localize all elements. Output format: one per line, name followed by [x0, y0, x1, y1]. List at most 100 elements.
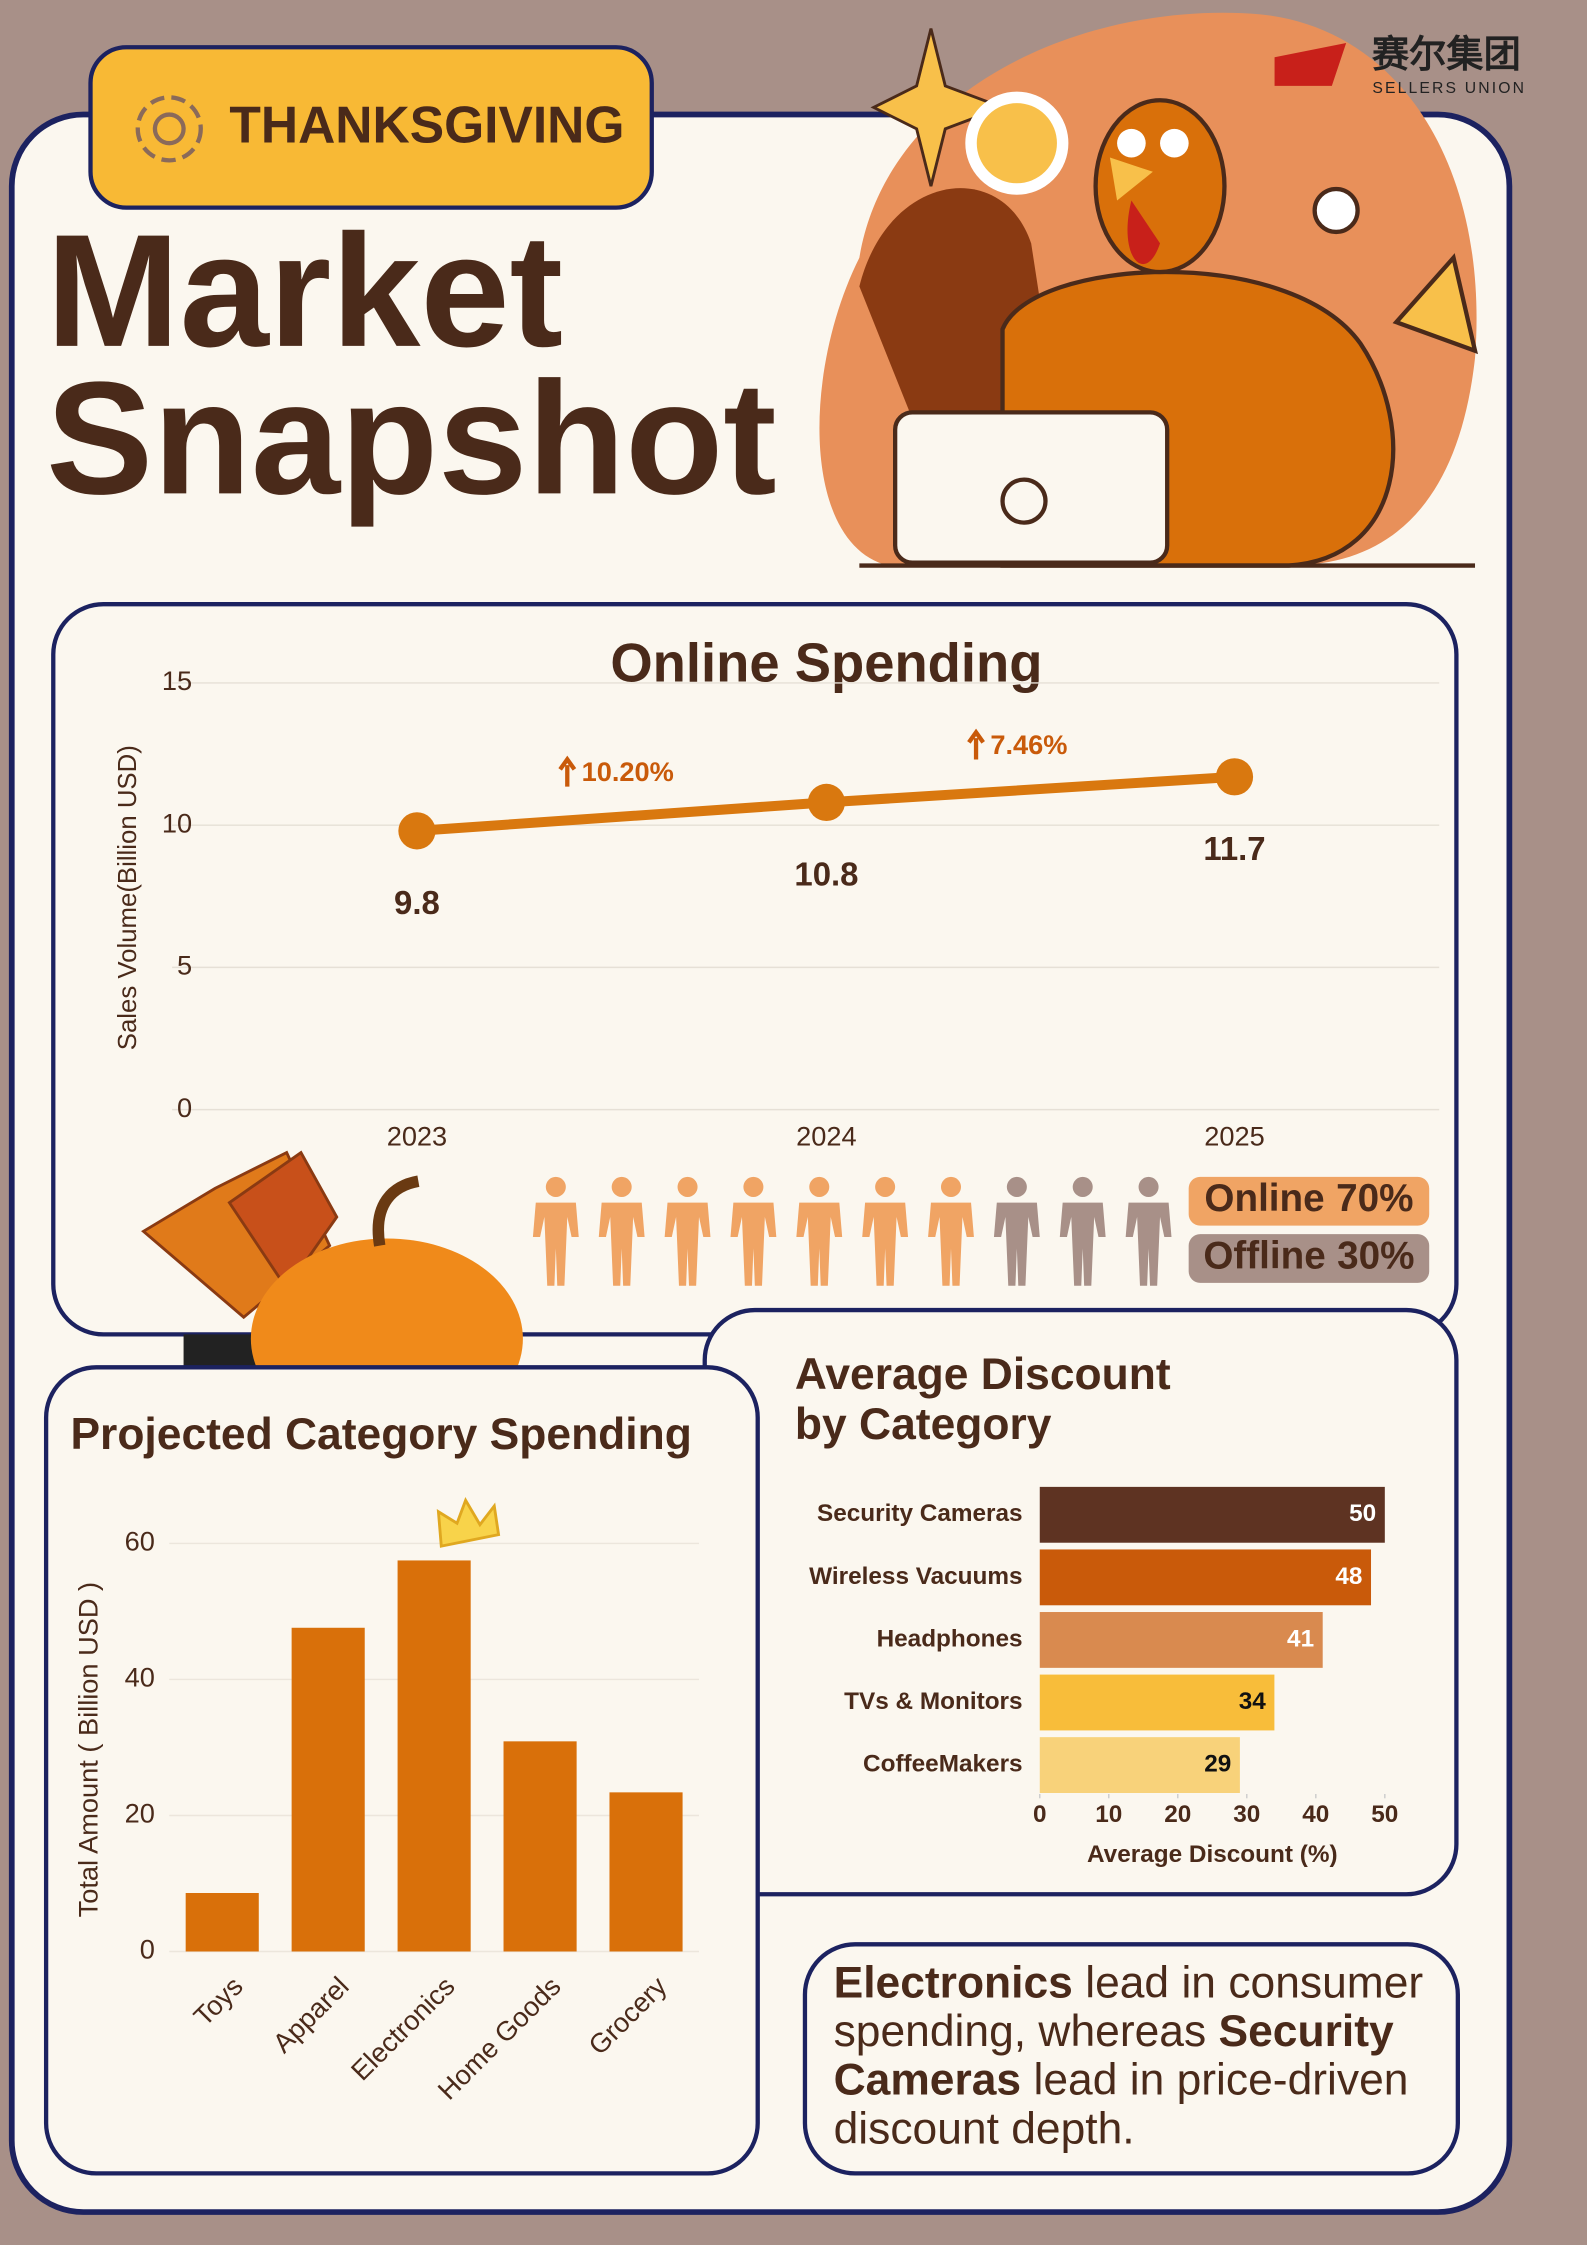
magnifier — [965, 91, 1069, 195]
bar — [1039, 1549, 1372, 1606]
annotation: 10.20% — [582, 756, 674, 787]
y-axis-label: Total Amount ( Billion USD ) — [73, 1582, 104, 1917]
x-axis-label: Average Discount (%) — [1087, 1841, 1338, 1868]
bar — [503, 1741, 577, 1952]
x-tick-label: 20 — [1164, 1801, 1191, 1828]
bar — [397, 1560, 471, 1952]
crown — [436, 1497, 501, 1548]
chart-title: Average Discount by Category — [794, 1348, 1171, 1449]
person-icon — [928, 1176, 974, 1286]
x-tick-label: 2025 — [1204, 1120, 1264, 1151]
summary-panel — [802, 1942, 1460, 2176]
x-tick-label: 50 — [1371, 1801, 1398, 1828]
summary-text: Electronics lead in consumer spending, w… — [834, 1959, 1450, 2154]
triangle — [1392, 253, 1478, 355]
up-arrow — [967, 728, 985, 760]
y-axis-label: Sales Volume(Billion USD) — [114, 745, 142, 1050]
value-label: 11.7 — [1203, 830, 1265, 867]
badge-icon-ring — [135, 95, 203, 163]
badge — [88, 45, 654, 210]
sparkle — [870, 28, 1007, 187]
y-tick-label: 0 — [177, 1092, 192, 1123]
person-icon — [1059, 1176, 1106, 1286]
title-box: Average Discount by Category — [794, 1348, 1171, 1449]
turkey-illustration — [819, 12, 1478, 568]
value-label: 10.8 — [794, 856, 858, 893]
y-tick-label: 5 — [177, 950, 192, 981]
y-tick-label: 20 — [125, 1798, 155, 1829]
legend-box — [1188, 1176, 1430, 1226]
summary-segment: Security Cameras — [833, 2005, 1407, 2105]
bar — [1039, 1737, 1240, 1793]
y-tick-label: Wireless Vacuums — [809, 1563, 1022, 1590]
eye — [1117, 128, 1146, 158]
wattle — [1127, 200, 1161, 265]
title-line: Snapshot — [46, 348, 776, 527]
line-chart: Online Spending Sales Volume(Billion USD)… — [114, 633, 1440, 1286]
summary-segment: lead in consumer spending, whereas — [833, 1958, 1436, 2057]
legend-value: 30% — [1337, 1235, 1414, 1278]
stem — [372, 1175, 420, 1247]
legend-category: Offline — [1203, 1235, 1325, 1278]
eye — [1160, 128, 1189, 158]
person-icon — [1125, 1176, 1172, 1286]
badge-icon-center — [152, 112, 186, 146]
logo-cn: 赛尔集团 — [1372, 33, 1521, 75]
chart-title: Online Spending — [610, 633, 1042, 694]
summary-segment: Electronics — [833, 1958, 1073, 2008]
beak — [1109, 157, 1153, 201]
y-tick-label: 0 — [140, 1934, 155, 1965]
y-tick-label: CoffeeMakers — [863, 1750, 1023, 1777]
legend-label: Online 70% — [1204, 1177, 1413, 1220]
laptop — [893, 410, 1170, 565]
bar — [185, 1893, 259, 1952]
chart-title: Projected Category Spending — [70, 1410, 691, 1459]
person-icon — [993, 1176, 1040, 1286]
leaf — [227, 1150, 339, 1292]
x-tick-label: 40 — [1302, 1801, 1329, 1828]
x-tick-label: 2023 — [387, 1120, 447, 1151]
y-tick-label: 60 — [125, 1526, 155, 1557]
x-tick-label: 10 — [1095, 1801, 1122, 1828]
person-icon — [796, 1176, 843, 1286]
title-line: Market — [46, 201, 563, 380]
value-label: 29 — [1204, 1750, 1231, 1777]
value-label: 48 — [1335, 1563, 1362, 1590]
value-label: 9.8 — [394, 884, 440, 921]
person-icon — [862, 1176, 909, 1286]
badge-icon — [135, 95, 203, 163]
x-tick-label: 2024 — [796, 1120, 856, 1151]
value-label: 34 — [1239, 1688, 1267, 1715]
bar — [1039, 1674, 1275, 1731]
value-label: 41 — [1287, 1625, 1314, 1652]
person-icon — [598, 1176, 645, 1286]
person-icon — [730, 1176, 777, 1286]
legend-box — [1188, 1234, 1430, 1283]
value-label: 50 — [1349, 1500, 1376, 1527]
up-arrow — [558, 755, 577, 787]
point — [398, 812, 436, 850]
x-tick-label: 30 — [1233, 1801, 1260, 1828]
y-tick-label: 15 — [162, 665, 192, 696]
point — [1215, 758, 1254, 796]
summary-segment: lead in price-driven discount depth. — [833, 2054, 1421, 2154]
bar — [1039, 1486, 1385, 1543]
y-tick-label: 40 — [125, 1662, 155, 1693]
y-tick-label: 10 — [162, 807, 192, 838]
x-tick-label: 0 — [1033, 1801, 1047, 1828]
annotation: 7.46% — [990, 729, 1067, 760]
point — [807, 783, 846, 822]
legend-category: Online — [1204, 1177, 1324, 1220]
legend-label: Offline 30% — [1203, 1235, 1414, 1278]
laptop-logo — [1000, 477, 1048, 525]
logo-en: SELLERS UNION — [1372, 80, 1526, 97]
person-icon — [664, 1176, 711, 1286]
legend-value: 70% — [1336, 1177, 1413, 1220]
discount-chart: Average Discount by Category 50 Security C… — [795, 1349, 1398, 1868]
y-tick-label: Headphones — [877, 1625, 1023, 1652]
bubble — [1312, 186, 1360, 235]
summary-box: Electronics lead in consumer spending, w… — [834, 1959, 1450, 2154]
bar — [1039, 1612, 1323, 1668]
